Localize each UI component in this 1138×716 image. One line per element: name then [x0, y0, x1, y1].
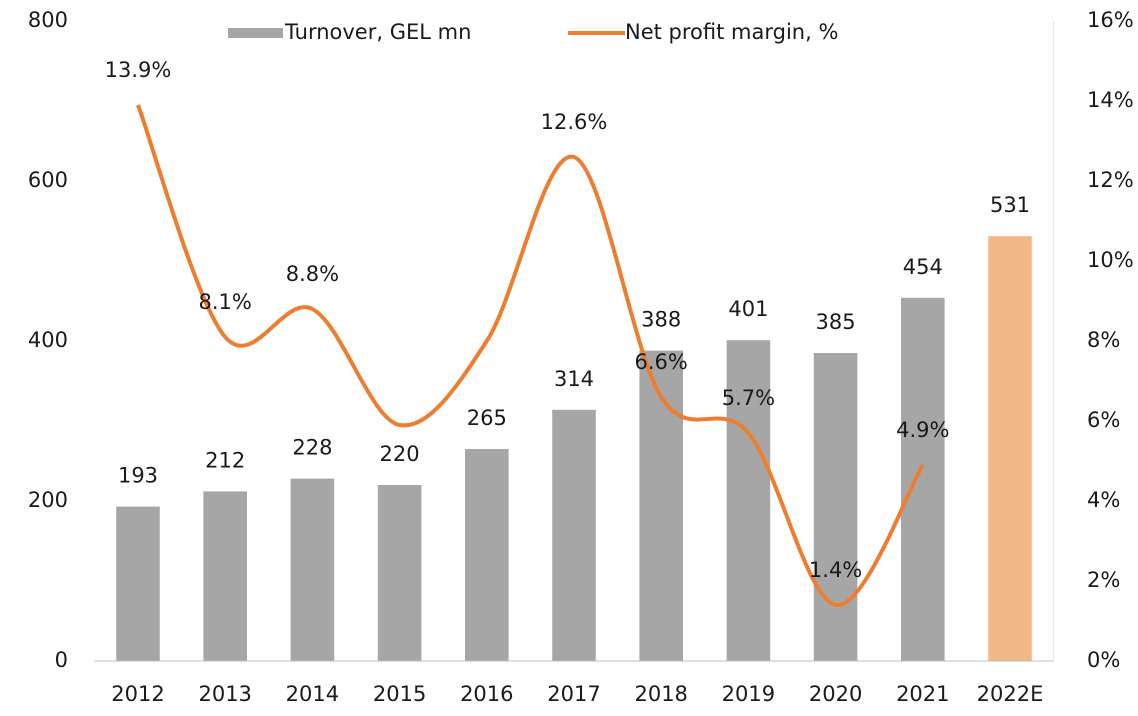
legend-swatch [228, 28, 283, 38]
bar-value-label: 193 [118, 464, 158, 488]
y-tick-label: 800 [28, 8, 68, 32]
y2-tick-label: 6% [1087, 408, 1120, 432]
line-value-label: 6.6% [635, 350, 688, 374]
bar [290, 478, 335, 661]
line-value-label: 1.4% [809, 558, 862, 582]
x-tick-label: 2018 [634, 682, 687, 706]
bar-value-label: 401 [728, 297, 768, 321]
y2-tick-label: 8% [1087, 328, 1120, 352]
bar [377, 485, 422, 661]
bar-value-label: 228 [292, 436, 332, 460]
y2-tick-label: 12% [1087, 168, 1134, 192]
bar [552, 409, 596, 661]
y2-tick-label: 2% [1087, 568, 1120, 592]
y2-tick-label: 4% [1087, 488, 1120, 512]
legend-label: Net profit margin, % [625, 20, 838, 44]
y2-tick-label: 16% [1087, 8, 1134, 32]
bar [813, 353, 858, 661]
bar-value-label: 265 [467, 406, 507, 430]
bar [988, 236, 1032, 661]
x-tick-label: 2017 [547, 682, 600, 706]
x-tick-label: 2021 [896, 682, 949, 706]
y2-tick-label: 0% [1087, 648, 1120, 672]
line-value-label: 5.7% [722, 386, 775, 410]
x-tick-label: 2020 [809, 682, 862, 706]
bar-value-label: 385 [816, 310, 856, 334]
y-tick-label: 0 [55, 648, 68, 672]
x-tick-label: 2013 [198, 682, 251, 706]
bar-value-label: 454 [903, 255, 943, 279]
line-value-label: 4.9% [896, 418, 949, 442]
bar-value-label: 314 [554, 367, 594, 391]
bar [465, 449, 509, 661]
y-tick-label: 200 [28, 488, 68, 512]
bar-value-label: 220 [380, 442, 420, 466]
legend-label: Turnover, GEL mn [284, 20, 471, 44]
x-tick-label: 2012 [111, 682, 164, 706]
line [136, 104, 925, 608]
y2-tick-label: 14% [1087, 88, 1134, 112]
bar [726, 340, 771, 661]
x-tick-label: 2016 [460, 682, 513, 706]
bar-value-label: 212 [205, 448, 245, 472]
y2-tick-label: 10% [1087, 248, 1134, 272]
bar [203, 491, 247, 661]
x-tick-label: 2019 [722, 682, 775, 706]
line-value-label: 8.8% [286, 262, 339, 286]
x-tick-label: 2015 [373, 682, 426, 706]
line-value-label: 12.6% [541, 110, 608, 134]
x-tick-label: 2022E [977, 682, 1044, 706]
bar [901, 297, 945, 661]
bar [116, 506, 160, 661]
bar-value-label: 531 [990, 193, 1030, 217]
bar-value-label: 388 [641, 308, 681, 332]
y-tick-label: 400 [28, 328, 68, 352]
y-tick-label: 600 [28, 168, 68, 192]
line-value-label: 13.9% [105, 58, 172, 82]
line-value-label: 8.1% [199, 290, 252, 314]
bar [639, 350, 683, 661]
x-tick-label: 2014 [286, 682, 339, 706]
